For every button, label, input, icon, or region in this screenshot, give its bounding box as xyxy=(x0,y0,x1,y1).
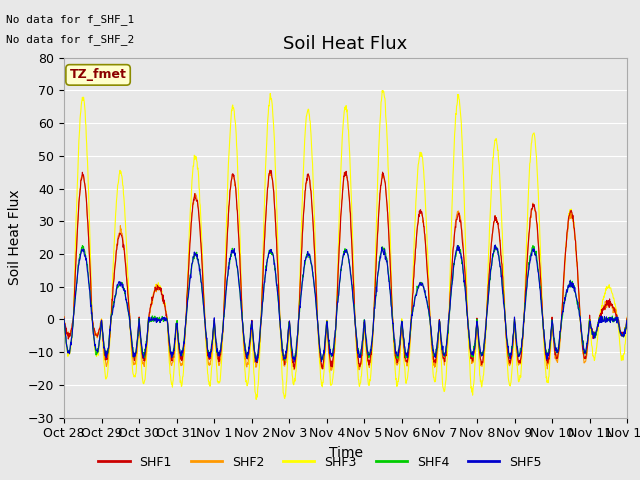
Text: No data for f_SHF_1: No data for f_SHF_1 xyxy=(6,14,134,25)
X-axis label: Time: Time xyxy=(328,446,363,460)
Y-axis label: Soil Heat Flux: Soil Heat Flux xyxy=(8,190,22,286)
Text: No data for f_SHF_2: No data for f_SHF_2 xyxy=(6,34,134,45)
Title: Soil Heat Flux: Soil Heat Flux xyxy=(284,35,408,53)
Text: TZ_fmet: TZ_fmet xyxy=(70,68,127,82)
Legend: SHF1, SHF2, SHF3, SHF4, SHF5: SHF1, SHF2, SHF3, SHF4, SHF5 xyxy=(93,451,547,474)
